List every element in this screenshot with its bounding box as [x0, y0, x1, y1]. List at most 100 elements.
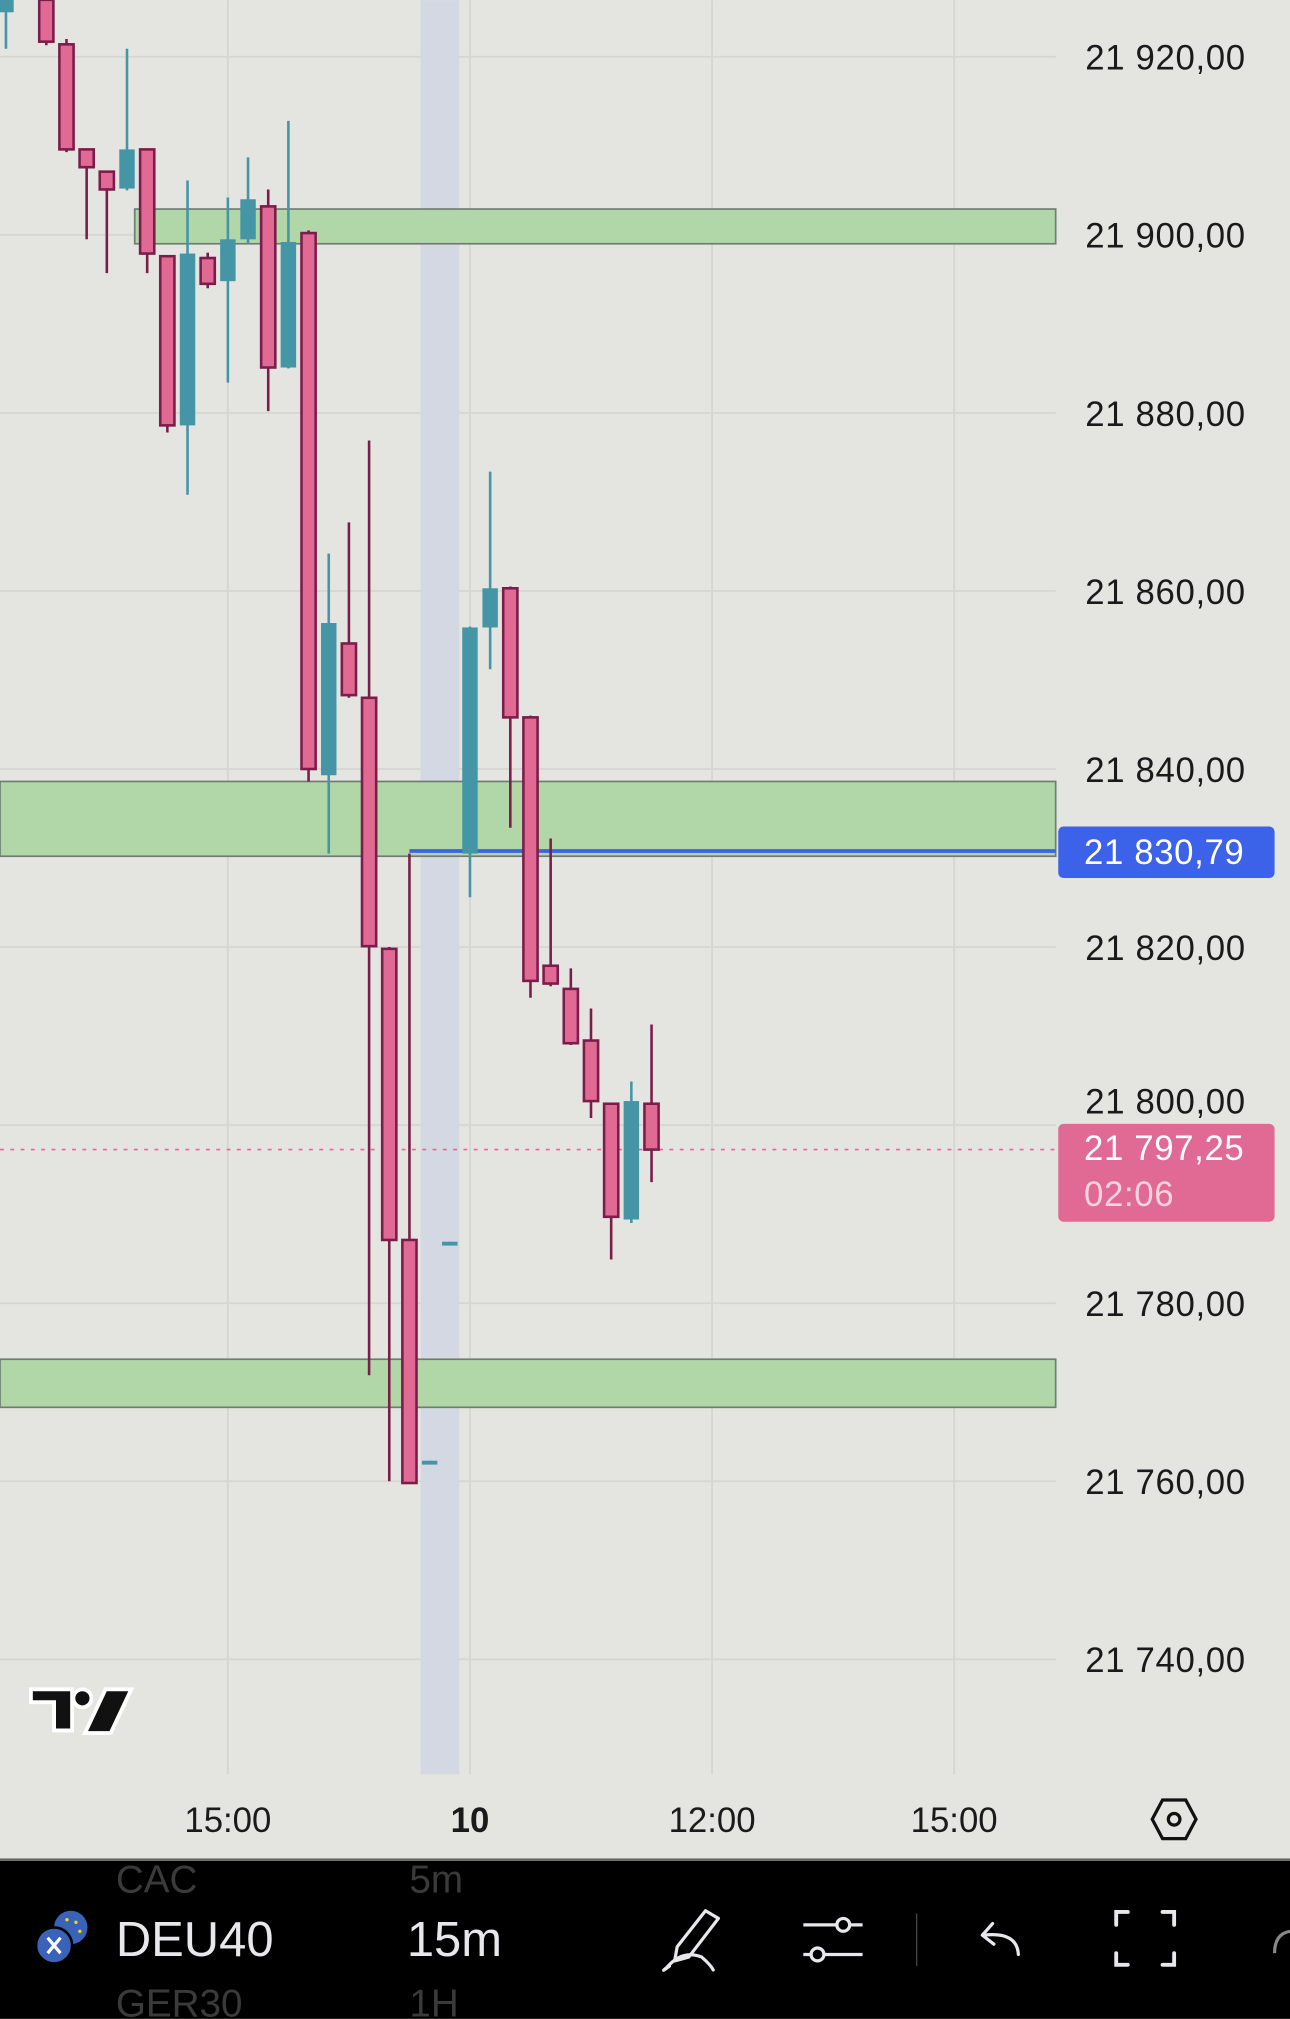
- price-tick-label: 21 760,00: [1085, 1464, 1245, 1502]
- price-tick-label: 21 800,00: [1085, 1084, 1245, 1122]
- candle-body: [643, 1102, 660, 1151]
- candle-bullish: [220, 197, 236, 383]
- candle-body: [240, 199, 256, 240]
- time-tick-label: 15:00: [184, 1802, 271, 1840]
- candle-body: [0, 0, 14, 13]
- price-tick-label: 21 740,00: [1085, 1642, 1245, 1680]
- candle-bearish: [582, 1008, 600, 1118]
- candle-bearish: [37, 0, 55, 46]
- price-tick-label: 21 860,00: [1085, 574, 1245, 612]
- interval-button[interactable]: 15m: [407, 1913, 502, 1967]
- tradingview-logo: [28, 1687, 135, 1735]
- time-tick-label: 15:00: [911, 1802, 998, 1840]
- candle-bullish: [421, 1460, 438, 1465]
- candle-bearish: [300, 230, 317, 782]
- candle-body: [220, 239, 236, 282]
- candle-bullish: [240, 157, 256, 244]
- candle-body: [623, 1101, 640, 1220]
- candle-bearish: [542, 838, 560, 987]
- time-axis[interactable]: 15:00 10 12:00 15:00: [184, 1802, 997, 1840]
- candle-body: [199, 256, 217, 286]
- candle-bearish: [360, 440, 378, 1376]
- candle-bearish: [199, 252, 217, 289]
- candles: [0, 0, 660, 1485]
- picker-next-interval[interactable]: 1H: [409, 1982, 458, 2019]
- candle-body: [482, 588, 498, 628]
- candle-bearish: [98, 170, 116, 274]
- candle-bearish: [58, 39, 75, 153]
- grid: [0, 0, 1056, 1775]
- candle-bullish: [0, 0, 14, 49]
- candle-body: [300, 231, 317, 771]
- undo-icon[interactable]: [980, 1921, 1020, 1957]
- price-tick-label: 21 780,00: [1085, 1286, 1245, 1324]
- picker-prev-symbol[interactable]: CAC: [116, 1859, 198, 1902]
- price-axis[interactable]: 21 920,00 21 900,00 21 880,00 21 860,00 21 8…: [1085, 40, 1245, 1680]
- pencil-draw-icon[interactable]: [662, 1909, 720, 1972]
- sliders-icon[interactable]: [803, 1916, 863, 1963]
- picker-next-symbol[interactable]: GER30: [116, 1982, 243, 2019]
- candle-body: [340, 642, 358, 697]
- candle-body: [582, 1039, 600, 1103]
- candle-bearish: [643, 1024, 660, 1183]
- session-break-highlight: [420, 0, 460, 1775]
- symbol-button[interactable]: DEU40: [116, 1913, 274, 1967]
- candle-body: [442, 1241, 458, 1246]
- candle-body: [360, 696, 378, 948]
- candle-body: [321, 623, 337, 776]
- candle-body: [179, 253, 196, 426]
- candle-body: [421, 1460, 438, 1465]
- candle-body: [462, 627, 478, 854]
- chart-background: [0, 0, 1290, 1860]
- candle-bullish: [119, 48, 135, 191]
- candle-body: [542, 964, 560, 985]
- candle-bullish: [623, 1081, 640, 1224]
- candle-body: [522, 716, 539, 983]
- alert-price-tag[interactable]: 21 830,79: [1058, 826, 1275, 879]
- candle-body: [78, 148, 96, 169]
- candle-bullish: [462, 626, 478, 898]
- candle-bearish: [158, 254, 176, 433]
- candle-bearish: [340, 522, 358, 698]
- fullscreen-icon[interactable]: [1114, 1910, 1177, 1967]
- candle-bearish: [602, 1102, 620, 1260]
- price-tick-label: 21 920,00: [1085, 40, 1245, 78]
- candle-bullish: [179, 180, 196, 495]
- candle-body: [98, 170, 116, 191]
- alert-price-label: 21 830,79: [1084, 834, 1244, 872]
- candle-bullish: [280, 120, 297, 369]
- candle-body: [280, 241, 297, 368]
- candle-bearish: [522, 715, 539, 998]
- price-tick-label: 21 840,00: [1085, 752, 1245, 790]
- candle-bearish: [501, 586, 519, 828]
- candle-body: [138, 148, 156, 255]
- candle-bullish: [482, 471, 498, 670]
- candle-body: [401, 1238, 418, 1485]
- candle-bearish: [562, 968, 580, 1045]
- candle-body: [602, 1102, 620, 1219]
- candle-body: [501, 586, 519, 719]
- candle-bearish: [401, 853, 418, 1485]
- bottom-toolbar: [0, 1860, 1290, 2019]
- candle-bearish: [138, 148, 156, 274]
- chart-settings-icon[interactable]: [1150, 1798, 1198, 1841]
- candle-body: [158, 254, 176, 427]
- candle-body: [37, 0, 55, 43]
- candle-bullish: [321, 553, 337, 854]
- candle-bearish: [259, 189, 277, 412]
- last-price-label: 21 797,25: [1084, 1130, 1244, 1168]
- support-resistance-zone[interactable]: [0, 1358, 1057, 1409]
- time-tick-label: 12:00: [669, 1802, 756, 1840]
- price-tick-label: 21 880,00: [1085, 396, 1245, 434]
- candle-bearish: [78, 148, 96, 240]
- last-price-tag: 21 797,25 02:06: [1058, 1123, 1275, 1222]
- candle-body: [119, 149, 135, 189]
- more-tool-icon[interactable]: [1272, 1929, 1290, 1954]
- picker-prev-interval[interactable]: 5m: [409, 1859, 463, 1902]
- candle-bearish: [380, 947, 398, 1482]
- candle-body: [562, 987, 580, 1045]
- candle-body: [58, 43, 75, 151]
- time-tick-label: 10: [451, 1802, 490, 1840]
- symbol-flag-icon: [34, 1910, 88, 1965]
